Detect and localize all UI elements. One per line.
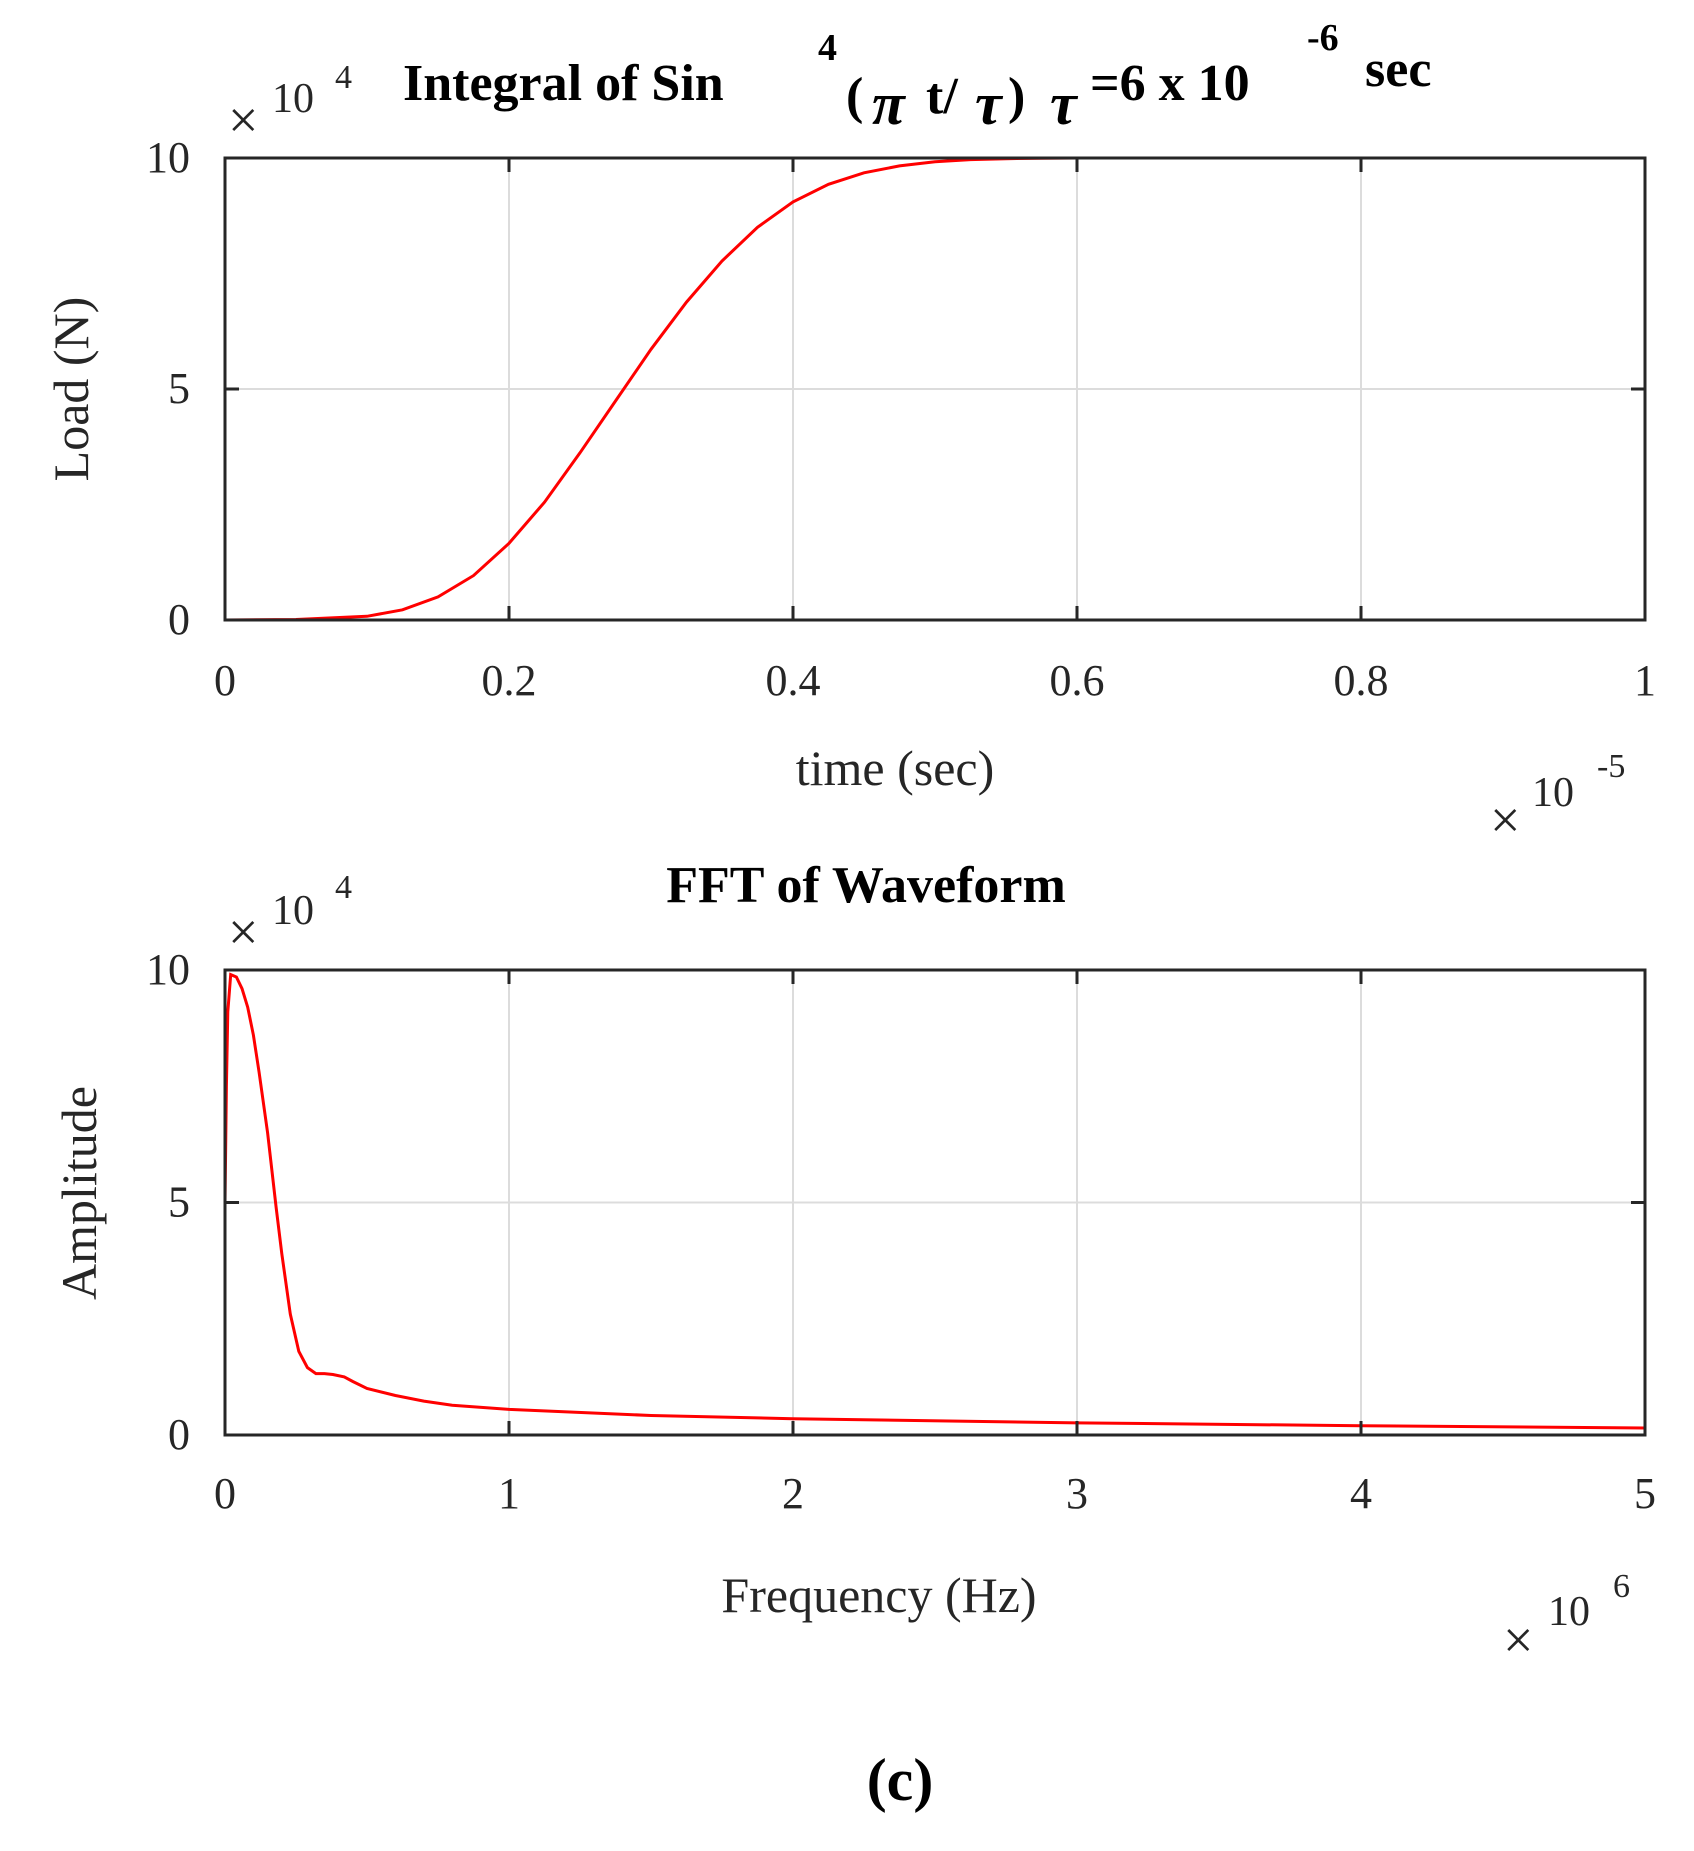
title-part-close-paren: ) xyxy=(1008,68,1025,125)
title-part-open-paren: ( xyxy=(846,68,863,125)
load-plot-title: Integral of Sin 4 ( π t/ τ ) τ =6 x 10 -… xyxy=(403,5,1431,137)
x-tick-label: 0 xyxy=(214,656,236,705)
fft-x-exponent-base: 10 xyxy=(1548,1589,1590,1635)
fft-y-exponent-times-icon: × xyxy=(228,902,258,962)
title-part-unit: sec xyxy=(1365,41,1431,98)
fft-ticks xyxy=(223,968,1647,1437)
load-y-exponent-base: 10 xyxy=(272,76,314,122)
load-y-exponent-power: 4 xyxy=(335,59,352,96)
fft-y-exponent-base: 10 xyxy=(272,888,314,934)
x-tick-label: 0 xyxy=(214,1469,236,1518)
fft-y-tick-labels: 0 5 10 xyxy=(146,945,190,1459)
fft-series-line xyxy=(223,972,1646,1430)
y-tick-label: 5 xyxy=(168,1178,190,1227)
title-part-text: Integral of Sin xyxy=(403,55,724,112)
x-tick-label: 4 xyxy=(1350,1469,1372,1518)
title-part-power: 4 xyxy=(818,27,837,69)
y-tick-label: 0 xyxy=(168,1410,190,1459)
load-x-exponent-times-icon: × xyxy=(1490,790,1520,850)
fft-y-exponent-power: 4 xyxy=(335,869,352,906)
fft-x-exponent-power: 6 xyxy=(1613,1568,1630,1605)
title-part-tau: τ xyxy=(975,71,1004,137)
fft-plot-title: FFT of Waveform xyxy=(666,857,1066,914)
load-ticks xyxy=(223,156,1647,622)
load-grid xyxy=(225,158,1645,620)
fft-x-axis-title: Frequency (Hz) xyxy=(721,1567,1036,1623)
title-part-t: t/ xyxy=(926,68,958,125)
load-x-tick-labels: 0 0.2 0.4 0.6 0.8 1 xyxy=(214,656,1656,705)
y-tick-label: 0 xyxy=(168,595,190,644)
load-panel: 0 0.2 0.4 0.6 0.8 1 0 5 10 × 10 4 Integral of S… xyxy=(43,5,1656,850)
x-tick-label: 5 xyxy=(1634,1469,1656,1518)
load-x-exponent-base: 10 xyxy=(1532,770,1574,816)
fft-y-axis-title: Amplitude xyxy=(51,1086,107,1300)
x-tick-label: 0.2 xyxy=(482,656,537,705)
title-part-value: =6 x 10 xyxy=(1090,55,1250,112)
load-x-exponent-power: -5 xyxy=(1597,748,1625,785)
y-tick-label: 10 xyxy=(146,945,190,994)
fft-grid xyxy=(225,970,1645,1435)
title-part-tau2: τ xyxy=(1050,71,1079,137)
x-tick-label: 0.4 xyxy=(766,656,821,705)
title-part-pi: π xyxy=(872,71,907,137)
y-tick-label: 10 xyxy=(146,133,190,182)
title-part-exp: -6 xyxy=(1307,17,1339,59)
x-tick-label: 2 xyxy=(782,1469,804,1518)
panel-caption: (c) xyxy=(867,1747,934,1813)
load-y-axis-title: Load (N) xyxy=(43,297,99,482)
x-tick-label: 3 xyxy=(1066,1469,1088,1518)
load-y-exponent-times-icon: × xyxy=(228,90,258,150)
x-tick-label: 0.6 xyxy=(1050,656,1105,705)
load-x-axis-title: time (sec) xyxy=(796,740,995,796)
x-tick-label: 1 xyxy=(498,1469,520,1518)
x-tick-label: 0.8 xyxy=(1334,656,1389,705)
fft-panel: 0 1 2 3 4 5 0 5 10 × 10 4 FFT of Waveform Frequ… xyxy=(51,857,1656,1670)
fft-x-exponent-times-icon: × xyxy=(1503,1610,1533,1670)
x-tick-label: 1 xyxy=(1634,656,1656,705)
load-y-tick-labels: 0 5 10 xyxy=(146,133,190,644)
fft-x-tick-labels: 0 1 2 3 4 5 xyxy=(214,1469,1656,1518)
y-tick-label: 5 xyxy=(168,364,190,413)
